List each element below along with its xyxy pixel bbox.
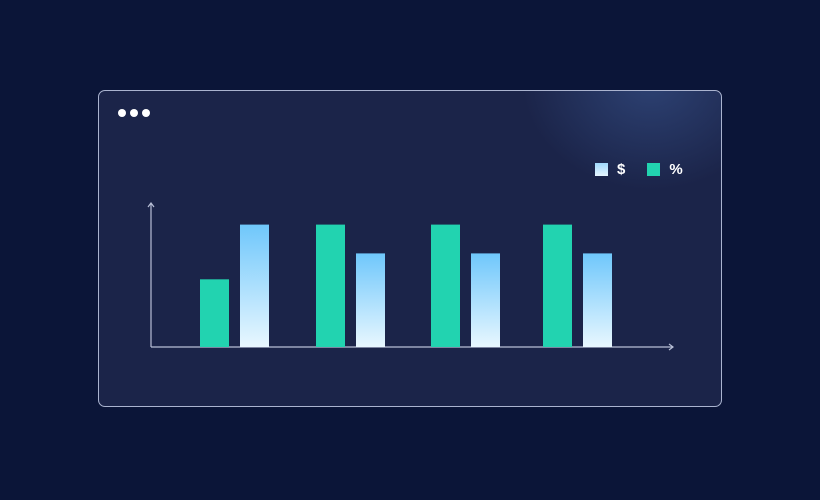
window-controls — [118, 109, 150, 117]
window-dot-icon[interactable] — [130, 109, 138, 117]
bar-percent-2 — [316, 224, 345, 347]
bar-percent-4 — [543, 224, 572, 347]
bar-dollar-2 — [356, 253, 385, 347]
legend-label-dollar: $ — [617, 161, 626, 178]
legend-label-percent: % — [669, 161, 683, 178]
app-window: $ % — [98, 90, 722, 407]
window-dot-icon[interactable] — [118, 109, 126, 117]
bar-dollar-1 — [240, 224, 269, 347]
legend-swatch-percent — [647, 163, 661, 176]
legend-item-percent: % — [647, 161, 683, 178]
bar-percent-1 — [200, 279, 229, 347]
legend-swatch-dollar — [595, 163, 608, 176]
chart-legend: $ % — [595, 161, 705, 178]
bar-percent-3 — [431, 224, 460, 347]
bar-dollar-3 — [471, 253, 500, 347]
x-axis-arrow — [668, 343, 674, 351]
window-dot-icon[interactable] — [142, 109, 150, 117]
y-axis-arrow — [147, 202, 155, 208]
bar-dollar-4 — [583, 253, 612, 347]
legend-item-dollar: $ — [595, 161, 625, 178]
